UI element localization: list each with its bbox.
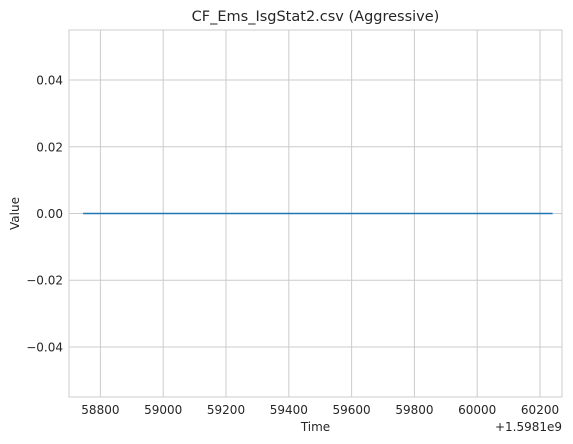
x-axis-label: Time: [300, 420, 330, 434]
chart-title: CF_Ems_IsgStat2.csv (Aggressive): [192, 9, 440, 25]
y-tick-label: −0.02: [26, 274, 63, 288]
x-tick-label: 59000: [144, 403, 182, 417]
y-tick-label: −0.04: [26, 340, 63, 354]
x-tick-label: 60200: [521, 403, 559, 417]
y-tick-label: 0.02: [36, 140, 63, 154]
x-tick-label: 59600: [333, 403, 371, 417]
y-tick-labels: −0.04 −0.02 0.00 0.02 0.04: [26, 74, 63, 355]
x-axis-offset-label: +1.5981e9: [495, 420, 562, 434]
y-tick-label: 0.00: [36, 207, 63, 221]
x-tick-label: 59400: [270, 403, 308, 417]
y-tick-label: 0.04: [36, 74, 63, 88]
plot-area-frame: [68, 29, 563, 398]
x-tick-labels: 58800 59000 59200 59400 59600 59800 60000 60200: [81, 403, 559, 417]
x-tick-label: 59800: [395, 403, 433, 417]
y-axis-label: Value: [8, 197, 22, 230]
x-tick-label: 58800: [81, 403, 119, 417]
x-tick-label: 59200: [207, 403, 245, 417]
x-tick-label: 60000: [458, 403, 496, 417]
